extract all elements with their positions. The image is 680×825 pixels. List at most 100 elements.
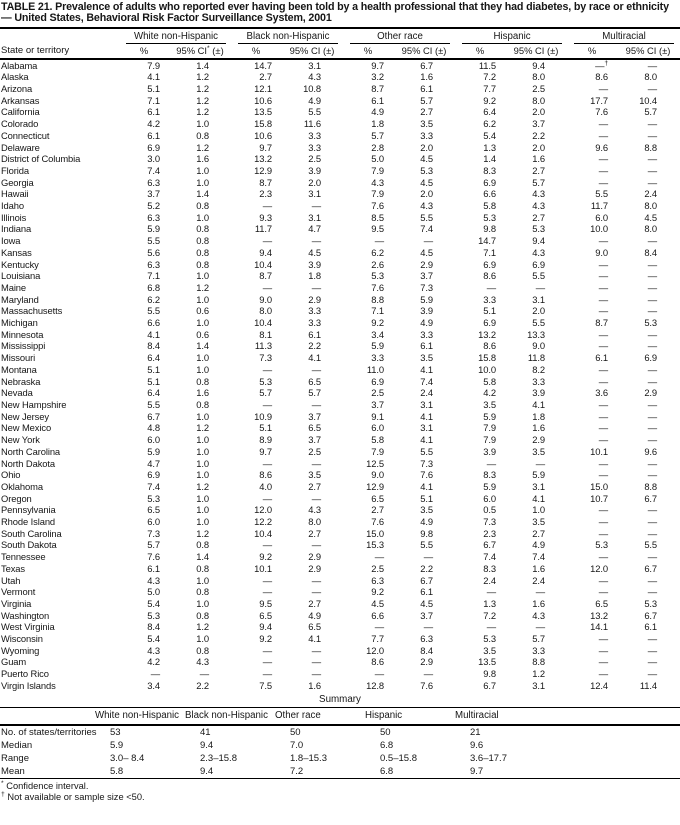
percent-value: —	[262, 492, 272, 504]
percent-value: 6.4	[147, 387, 160, 399]
percent-value: 9.2	[259, 551, 272, 563]
percent-value: 11.7	[590, 200, 609, 212]
percent-value: —	[598, 504, 609, 516]
ci-value: 3.1	[308, 188, 322, 200]
ci-value: 4.3	[532, 200, 546, 212]
ci-value: 1.0	[196, 211, 209, 223]
table-row: Tennessee 7.6 1.4 9.2 2.9 — — 7.4 7.4 — —	[0, 551, 680, 563]
ci-value: —	[311, 457, 322, 469]
ci-value: 0.8	[196, 375, 209, 387]
percent-value: 6.5	[595, 597, 609, 609]
ci-value: 6.3	[420, 633, 434, 645]
percent-value: 6.8	[147, 281, 160, 293]
ci-value: 2.5	[308, 153, 322, 165]
state-name: California	[1, 106, 40, 118]
percent-value: 3.0	[147, 153, 160, 165]
percent-value: —	[262, 656, 272, 668]
summary-filler	[545, 752, 680, 765]
percent-value: 6.6	[371, 609, 385, 621]
state-name: Kansas	[1, 246, 32, 258]
percent-value: 4.7	[147, 457, 160, 469]
table-row: Guam 4.2 4.3 — — 8.6 2.9 13.5 8.8 — —	[0, 656, 680, 668]
column-group-hispanic: Hispanic	[456, 29, 568, 44]
summary-row: No. of states/territories 53 41 50 50 21	[0, 725, 680, 739]
ci-value: 1.0	[196, 457, 209, 469]
percent-value: —	[598, 574, 609, 586]
footnote-text: Confidence interval.	[3, 781, 89, 792]
state-name: Virgin Islands	[1, 679, 56, 691]
ci-value: 6.1	[420, 340, 434, 352]
ci-value: 2.7	[308, 527, 322, 539]
summary-value: 3.6–17.7	[470, 752, 507, 764]
percent-value: —	[598, 633, 609, 645]
percent-value: 4.5	[371, 597, 385, 609]
percent-value: 7.7	[483, 83, 497, 94]
summary-row: Mean 5.8 9.4 7.2 6.8 9.7	[0, 765, 680, 778]
percent-value: 8.7	[371, 83, 385, 94]
footnote-marker: *	[1, 780, 4, 788]
percent-value: —	[262, 200, 272, 212]
prevalence-table: State or territory White non-Hispanic Bl…	[0, 28, 680, 692]
state-name: Minnesota	[1, 328, 44, 340]
ci-value: 2.0	[420, 188, 434, 200]
table-row: Hawaii 3.7 1.4 2.3 3.1 7.9 2.0 6.6 4.3 5.5 2.4	[0, 188, 680, 200]
percent-value: 12.0	[590, 562, 609, 574]
ci-value: 1.0	[196, 270, 209, 282]
percent-value: 5.3	[595, 539, 609, 551]
state-name: North Carolina	[1, 445, 61, 457]
ci-value: 8.8	[532, 656, 546, 668]
ci-value: 1.2	[532, 668, 546, 680]
ci-value: 4.1	[420, 363, 434, 375]
ci-value: 1.6	[532, 422, 546, 434]
percent-value: 7.1	[147, 94, 160, 106]
state-name: Oklahoma	[1, 480, 43, 492]
table-row: Oklahoma 7.4 1.2 4.0 2.7 12.9 4.1 5.9 3.1 15.0 8.8	[0, 481, 680, 493]
percent-value: 7.1	[483, 246, 497, 258]
ci-value: 4.3	[532, 246, 546, 258]
percent-value: 7.7	[371, 633, 385, 645]
percent-value: 7.9	[371, 164, 385, 176]
ci-value: —	[647, 340, 658, 352]
summary-value: 41	[200, 726, 211, 738]
state-name: Oregon	[1, 492, 32, 504]
ci-value: 5.3	[644, 597, 658, 609]
column-header-percent: %	[456, 43, 505, 60]
percent-value: 12.5	[366, 457, 385, 469]
percent-value: 6.9	[483, 176, 497, 188]
group-label: Other race	[350, 31, 451, 44]
ci-value: 8.4	[644, 246, 658, 258]
ci-value: 2.7	[532, 211, 546, 223]
ci-value: 0.8	[196, 539, 209, 551]
ci-value: —	[647, 363, 658, 375]
ci-value: 1.0	[196, 352, 209, 364]
summary-row-label: No. of states/territories	[1, 726, 97, 738]
ci-value: 5.9	[532, 469, 546, 481]
ci-value: 1.2	[196, 480, 209, 492]
table-row: New York 6.0 1.0 8.9 3.7 5.8 4.1 7.9 2.9 — —	[0, 434, 680, 446]
state-name: Montana	[1, 363, 37, 375]
summary-value: 5.9	[110, 739, 124, 751]
percent-value: 6.9	[483, 317, 497, 329]
percent-value: 6.0	[147, 434, 160, 446]
state-name: Texas	[1, 562, 25, 574]
table-row: Indiana 5.9 0.8 11.7 4.7 9.5 7.4 9.8 5.3 10.0 8.0	[0, 223, 680, 235]
table-row: Wisconsin 5.4 1.0 9.2 4.1 7.7 6.3 5.3 5.7 — —	[0, 633, 680, 645]
ci-value: 9.0	[532, 340, 546, 352]
percent-value: 14.7	[478, 235, 497, 247]
ci-value: —	[535, 281, 546, 293]
ci-value: 0.6	[196, 305, 209, 317]
percent-value: 1.3	[483, 597, 497, 609]
state-name: Indiana	[1, 223, 32, 235]
summary-table: White non-Hispanic Black non-Hispanic Ot…	[0, 707, 680, 779]
percent-value: —	[598, 668, 609, 680]
ci-value: 7.6	[420, 469, 434, 481]
percent-value: —	[262, 644, 272, 656]
table-row: Vermont 5.0 0.8 — — 9.2 6.1 — — — —	[0, 586, 680, 598]
percent-value: —	[598, 270, 609, 282]
ci-value: —	[311, 398, 322, 410]
percent-value: —	[598, 153, 609, 165]
ci-value: 1.2	[196, 83, 209, 94]
footnote-text: Not available or sample size <50.	[4, 792, 145, 803]
percent-value: 10.1	[254, 562, 272, 574]
table-row: New Mexico 4.8 1.2 5.1 6.5 6.0 3.1 7.9 1.6 — —	[0, 422, 680, 434]
